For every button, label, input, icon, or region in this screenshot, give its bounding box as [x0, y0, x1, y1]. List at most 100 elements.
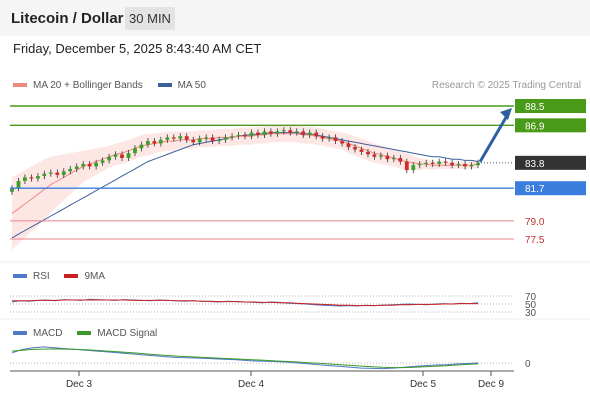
candle-body: [301, 131, 306, 135]
legend-rsi-9ma-label: 9MA: [84, 271, 106, 282]
ma20-swatch: [13, 83, 27, 88]
candle-body: [165, 137, 170, 140]
candle-body: [158, 139, 163, 144]
candle-body: [204, 137, 209, 139]
rsi-tick-label: 30: [525, 308, 537, 319]
rsi-tick-label: 70: [525, 292, 537, 303]
candle-body: [269, 131, 273, 134]
candle-body: [404, 161, 409, 171]
candle-body: [327, 137, 331, 139]
projection-arrowhead: [500, 108, 512, 120]
candle-body: [81, 164, 86, 167]
ma50-swatch: [157, 83, 172, 88]
candle-body: [391, 158, 396, 160]
candle-body: [16, 181, 21, 189]
candle-body: [230, 136, 234, 138]
price-panel[interactable]: [10, 125, 480, 250]
candle-body: [359, 149, 364, 152]
level-label-box: [515, 155, 586, 170]
candle-body: [146, 141, 150, 145]
candle-body: [126, 153, 131, 158]
candle-body: [55, 172, 60, 175]
macd-tick-label: 0: [525, 359, 531, 370]
legend-ma50-label: MA 50: [177, 80, 206, 91]
candle-body: [314, 132, 319, 137]
candle-body: [217, 139, 221, 142]
candle-body: [385, 155, 390, 160]
legend-item-rsi-9ma[interactable]: 9MA: [64, 271, 105, 282]
candle-body: [210, 137, 215, 141]
candle-body: [191, 139, 196, 143]
candle-body: [476, 162, 480, 166]
legend-rsi-label: RSI: [33, 271, 50, 282]
macd-swatch: [13, 331, 27, 336]
level-label: 77.5: [525, 235, 545, 246]
candle-body: [288, 130, 293, 133]
candle-body: [417, 164, 422, 166]
key-levels: 88.5 86.9 83.8 81.7 79.0 77.5: [10, 99, 586, 246]
candle-body: [171, 137, 176, 139]
candle-body: [256, 132, 260, 135]
instrument-title: Litecoin / Dollar: [11, 10, 124, 27]
time-tick-label: Dec 5: [410, 379, 437, 390]
candle-body: [366, 151, 370, 155]
candle-body: [68, 168, 73, 172]
level-label: 79.0: [525, 217, 545, 228]
candle-body: [178, 136, 183, 139]
main-legend: MA 20 + Bollinger Bands MA 50: [13, 80, 218, 91]
interval-selector-button[interactable]: 30 MIN: [125, 7, 175, 30]
level-label: 88.5: [525, 102, 545, 113]
candle-body: [281, 130, 286, 132]
level-label: 86.9: [525, 121, 545, 132]
legend-item-macd-signal[interactable]: MACD Signal: [77, 328, 157, 339]
candle-body: [100, 160, 105, 163]
candle-body: [61, 171, 66, 175]
legend-ma20-label: MA 20 + Bollinger Bands: [33, 80, 143, 91]
candle-body: [120, 154, 124, 158]
rsi-9ma-line: [12, 299, 478, 307]
level-label-box: [515, 181, 586, 196]
candle-body: [94, 162, 98, 167]
credit-text: Research © 2025 Trading Central: [431, 80, 581, 91]
legend-item-rsi[interactable]: RSI: [13, 271, 52, 282]
candle-body: [346, 143, 351, 148]
ma50-line: [11, 132, 479, 239]
macd-line: [11, 346, 479, 370]
candle-body: [113, 154, 118, 157]
legend-item-ma20[interactable]: MA 20 + Bollinger Bands: [13, 80, 146, 91]
macd-legend: MACD MACD Signal: [13, 328, 169, 339]
candle-body: [36, 176, 40, 179]
macd-signal-line: [11, 348, 479, 369]
candle-body: [379, 155, 383, 157]
candle-body: [294, 131, 299, 133]
legend-item-ma50[interactable]: MA 50: [157, 80, 206, 91]
candle-body: [437, 161, 442, 164]
legend-macd-signal-label: MACD Signal: [97, 328, 158, 339]
candle-body: [223, 137, 228, 140]
candle-body: [152, 141, 157, 144]
time-tick-label: Dec 4: [238, 379, 265, 390]
candle-body: [353, 147, 357, 150]
projection-arrow: [478, 113, 510, 163]
candle-body: [307, 132, 312, 135]
candle-body: [48, 172, 53, 174]
candle-body: [320, 136, 325, 139]
time-axis: Dec 3 Dec 4 Dec 5 Dec 9: [10, 370, 514, 390]
candle-body: [23, 177, 27, 181]
candle-body: [139, 144, 144, 149]
candle-body: [249, 132, 254, 137]
candle-body: [430, 162, 435, 164]
candle-body: [262, 131, 267, 135]
legend-item-macd[interactable]: MACD: [13, 328, 65, 339]
level-label-box: [515, 99, 586, 113]
timestamp: Friday, December 5, 2025 8:43:40 AM CET: [13, 41, 262, 56]
legend-macd-label: MACD: [33, 328, 63, 339]
macd-panel[interactable]: 0: [10, 346, 531, 370]
level-label: 81.7: [525, 184, 545, 195]
candle-body: [398, 158, 403, 162]
candle-body: [450, 162, 454, 166]
candle-body: [42, 173, 47, 177]
candle-body: [456, 164, 461, 166]
